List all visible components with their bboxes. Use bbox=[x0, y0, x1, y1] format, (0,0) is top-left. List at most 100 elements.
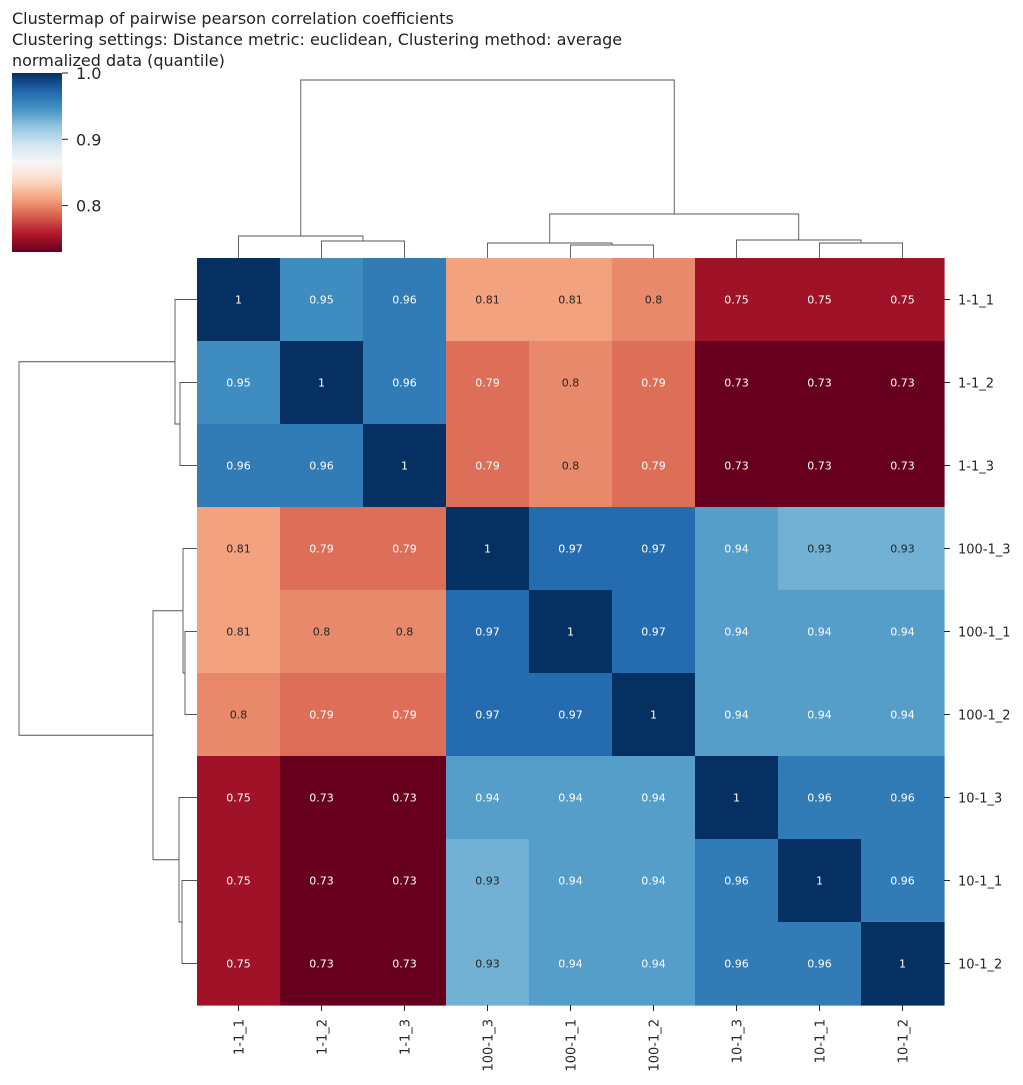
heatmap-cell bbox=[695, 839, 779, 923]
column-label: 100-1_2 bbox=[648, 1019, 663, 1072]
cell-annotation: 0.94 bbox=[558, 875, 583, 888]
cell-annotation: 0.81 bbox=[558, 294, 583, 307]
cell-annotation: 0.8 bbox=[645, 294, 663, 307]
cell-annotation: 0.94 bbox=[641, 792, 666, 805]
cell-annotation: 0.97 bbox=[641, 543, 666, 556]
cell-annotation: 0.95 bbox=[226, 377, 251, 390]
column-dendrogram-link bbox=[819, 242, 903, 258]
cell-annotation: 0.79 bbox=[641, 460, 666, 473]
cell-annotation: 0.75 bbox=[724, 294, 749, 307]
column-dendrogram-link bbox=[300, 79, 675, 236]
row-dendrogram bbox=[18, 299, 197, 964]
cell-annotation: 1 bbox=[401, 460, 408, 473]
cell-annotation: 0.94 bbox=[558, 958, 583, 971]
cell-annotation: 0.79 bbox=[392, 709, 417, 722]
heatmap-cell bbox=[861, 673, 945, 757]
cell-annotation: 0.79 bbox=[392, 543, 417, 556]
heatmap-cell bbox=[280, 756, 364, 840]
cell-annotation: 0.79 bbox=[309, 543, 334, 556]
heatmap-cell bbox=[529, 341, 613, 425]
cell-annotation: 0.97 bbox=[641, 626, 666, 639]
row-dendrogram-link bbox=[179, 382, 197, 466]
cell-annotation: 0.79 bbox=[641, 377, 666, 390]
column-label: 10-1_2 bbox=[897, 1019, 912, 1063]
row-label: 100-1_2 bbox=[958, 709, 1011, 724]
heatmap-cell bbox=[695, 673, 779, 757]
cell-annotation: 0.93 bbox=[890, 543, 915, 556]
cell-annotation: 0.73 bbox=[724, 460, 749, 473]
cell-annotation: 1 bbox=[650, 709, 657, 722]
cell-annotation: 0.94 bbox=[807, 626, 832, 639]
cell-annotation: 1 bbox=[235, 294, 242, 307]
cell-annotation: 0.73 bbox=[890, 377, 915, 390]
heatmap-cell bbox=[861, 839, 945, 923]
cell-annotation: 0.97 bbox=[475, 626, 500, 639]
heatmap-cell bbox=[446, 756, 530, 840]
cell-annotation: 0.94 bbox=[724, 709, 749, 722]
cell-annotation: 0.96 bbox=[807, 958, 832, 971]
row-label: 100-1_1 bbox=[958, 626, 1011, 641]
cell-annotation: 1 bbox=[816, 875, 823, 888]
heatmap-cell bbox=[197, 756, 281, 840]
heatmap-cell bbox=[778, 673, 862, 757]
cell-annotation: 0.96 bbox=[309, 460, 334, 473]
cell-annotation: 0.93 bbox=[475, 958, 500, 971]
heatmap-cell bbox=[695, 507, 779, 591]
heatmap-cell bbox=[197, 258, 281, 342]
heatmap-cell bbox=[446, 341, 530, 425]
heatmap-cell bbox=[446, 507, 530, 591]
cell-annotation: 0.73 bbox=[392, 958, 417, 971]
heatmap-cell bbox=[280, 507, 364, 591]
heatmap-cell bbox=[529, 258, 613, 342]
heatmap-cell bbox=[363, 507, 447, 591]
cell-annotation: 0.81 bbox=[475, 294, 500, 307]
cell-annotation: 0.97 bbox=[558, 543, 583, 556]
heatmap-cell bbox=[612, 756, 696, 840]
cell-annotation: 0.73 bbox=[309, 875, 334, 888]
cell-annotation: 0.73 bbox=[309, 958, 334, 971]
cell-annotation: 0.81 bbox=[226, 626, 251, 639]
row-dendrogram-link bbox=[181, 880, 197, 964]
row-label: 10-1_1 bbox=[958, 875, 1002, 890]
heatmap-cell bbox=[695, 341, 779, 425]
heatmap-cell bbox=[612, 673, 696, 757]
cell-annotation: 0.96 bbox=[724, 875, 749, 888]
heatmap-cell bbox=[446, 590, 530, 674]
heatmap-cell bbox=[695, 258, 779, 342]
cell-annotation: 1 bbox=[733, 792, 740, 805]
cell-annotation: 0.8 bbox=[313, 626, 331, 639]
cell-annotation: 0.75 bbox=[226, 792, 251, 805]
heatmap-cell bbox=[280, 258, 364, 342]
heatmap-cell bbox=[363, 258, 447, 342]
cell-annotation: 0.73 bbox=[890, 460, 915, 473]
column-label: 1-1_3 bbox=[399, 1019, 414, 1055]
column-dendrogram-link bbox=[549, 213, 800, 243]
heatmap-cell bbox=[280, 424, 364, 508]
heatmap-cell bbox=[363, 424, 447, 508]
cell-annotation: 0.8 bbox=[396, 626, 414, 639]
colorbar-tick-label: 0.8 bbox=[76, 197, 101, 216]
row-label: 10-1_2 bbox=[958, 958, 1002, 973]
heatmap-cell bbox=[861, 756, 945, 840]
cell-annotation: 0.97 bbox=[475, 709, 500, 722]
chart-title: Clustermap of pairwise pearson correlati… bbox=[12, 9, 454, 28]
heatmap-cell bbox=[363, 756, 447, 840]
cell-annotation: 0.79 bbox=[309, 709, 334, 722]
heatmap-cell bbox=[861, 507, 945, 591]
heatmap-cell bbox=[778, 590, 862, 674]
column-dendrogram-link bbox=[321, 240, 405, 258]
heatmap-cell bbox=[695, 590, 779, 674]
cell-annotation: 1 bbox=[484, 543, 491, 556]
column-label: 100-1_3 bbox=[482, 1019, 497, 1072]
cell-annotation: 0.95 bbox=[309, 294, 334, 307]
cell-annotation: 0.8 bbox=[562, 377, 580, 390]
heatmap-cell bbox=[695, 424, 779, 508]
cell-annotation: 0.75 bbox=[226, 958, 251, 971]
cell-annotation: 0.73 bbox=[807, 377, 832, 390]
colorbar-tick-label: 1.0 bbox=[76, 64, 101, 83]
heatmap-cell bbox=[861, 922, 945, 1006]
column-dendrogram bbox=[238, 79, 903, 258]
cell-annotation: 0.79 bbox=[475, 460, 500, 473]
heatmap-cell bbox=[778, 341, 862, 425]
cell-annotation: 0.73 bbox=[392, 792, 417, 805]
